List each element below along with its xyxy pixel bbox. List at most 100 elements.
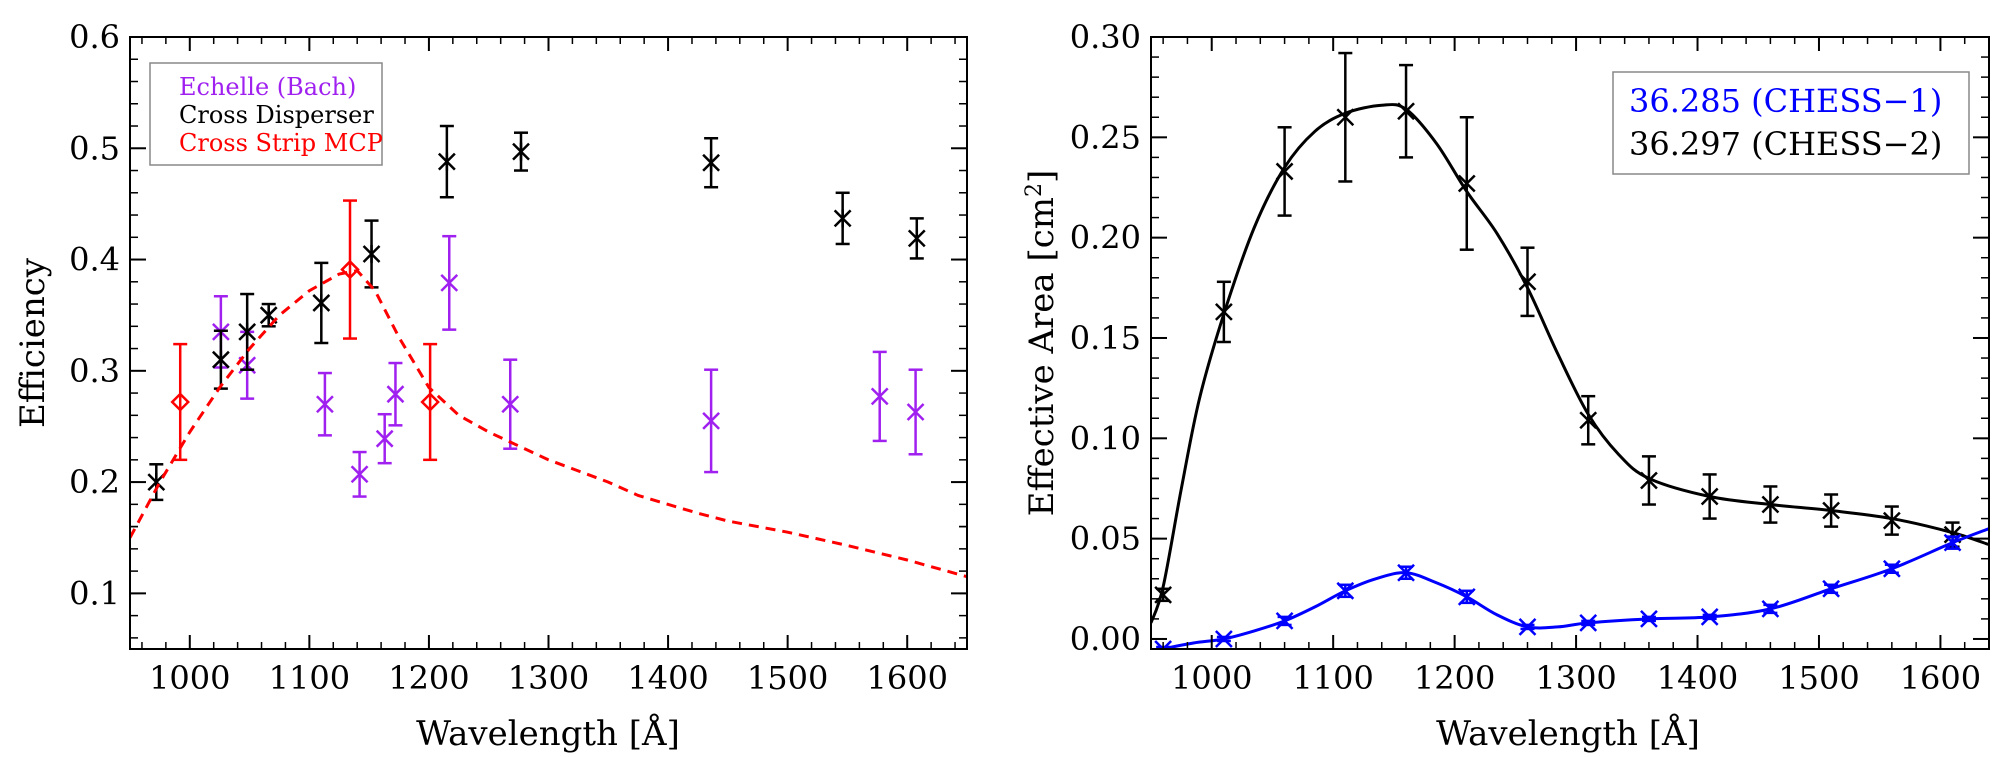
left-x-tick-label: 1500 — [747, 659, 828, 697]
right-36-285-chess-1-point — [1700, 608, 1719, 626]
right-36-297-chess-2-point — [1214, 303, 1233, 321]
right-36-297-chess-2-point — [1397, 102, 1415, 121]
left-x-tick-label: 1400 — [627, 659, 708, 697]
left-cross-strip-mcp-point — [420, 392, 440, 412]
right-y-tick-label: 0.20 — [1070, 219, 1141, 257]
left-cross-strip-mcp-error-bar — [173, 342, 188, 462]
right-36-285-chess-1-point — [1457, 587, 1476, 606]
left-cross-strip-mcp-point — [340, 259, 360, 280]
right-x-tick-label: 1300 — [1535, 659, 1616, 697]
right-36-297-chess-2-curve — [1151, 103, 1989, 624]
left-ticks: 1000 1100 1200 1300 1400 1500 1600 0.1 0.2 0.3 0.4… — [69, 18, 967, 697]
left-x-tick-label: 1000 — [149, 659, 230, 697]
right-x-tick-label: 1500 — [1778, 659, 1859, 697]
left-cross-strip-mcp-model-dashed-line — [130, 269, 967, 579]
right-36-285-chess-1-point — [1640, 610, 1658, 628]
right-x-tick-label: 1200 — [1414, 659, 1495, 697]
left-echelle-bach-point — [316, 395, 334, 414]
left-x-tick-label: 1100 — [269, 659, 350, 697]
legend-entry-echelle: Echelle (Bach) — [179, 73, 356, 101]
right-y-axis-label-sup: 2 — [1022, 183, 1047, 197]
left-cross-disperser-point — [211, 350, 230, 369]
left-echelle-bach-point — [702, 412, 721, 430]
right-ticks: 1000 1100 1200 1300 1400 1500 1600 0.00 0.05 0.10… — [1070, 18, 1990, 697]
left-cross-disperser-point — [238, 322, 257, 341]
right-x-tick-label: 1100 — [1292, 659, 1373, 697]
right-36-285-chess-1-point — [1336, 581, 1355, 600]
right-36-297-chess-2-point — [1822, 501, 1840, 520]
right-36-285-chess-1-point — [1518, 618, 1537, 636]
left-x-tick-label: 1200 — [388, 659, 469, 697]
right-panel: 1000 1100 1200 1300 1400 1500 1600 0.00 0.05 0.10… — [1022, 18, 1990, 754]
right-36-297-chess-2-point — [1700, 487, 1719, 506]
right-36-285-chess-1-curve — [1157, 527, 1989, 649]
left-echelle-bach-point — [350, 465, 369, 484]
left-legend-box — [149, 62, 383, 166]
left-y-tick-label: 0.1 — [69, 574, 120, 612]
right-y-tick-label: 0.30 — [1070, 18, 1141, 56]
left-cross-disperser-point — [312, 293, 331, 312]
right-y-axis-label-end: ] — [1022, 170, 1062, 183]
right-36-285-chess-1-point — [1154, 640, 1173, 649]
right-36-297-chess-2-point — [1336, 108, 1355, 127]
right-y-tick-label: 0.15 — [1070, 319, 1141, 357]
right-36-297-chess-2-point — [1761, 495, 1780, 514]
right-36-285-chess-1-point — [1882, 559, 1901, 578]
left-cross-disperser-point — [833, 209, 852, 228]
left-cross-strip-mcp-point — [170, 392, 190, 412]
right-36-297-chess-2-point — [1640, 471, 1658, 490]
right-x-tick-label: 1000 — [1171, 659, 1252, 697]
left-plot-marks — [130, 124, 967, 579]
right-36-285-chess-1-point — [1579, 614, 1598, 632]
left-echelle-bach-point — [906, 403, 925, 421]
left-legend: Echelle (Bach) Cross Disperser Cross Str… — [149, 62, 383, 166]
left-cross-disperser-point — [512, 142, 530, 161]
left-y-tick-label: 0.2 — [69, 463, 120, 501]
left-y-axis-label: Efficiency — [13, 257, 53, 428]
right-legend: 36.285 (CHESS−1) 36.297 (CHESS−2) — [1612, 71, 1970, 175]
right-36-297-chess-2-point — [1154, 585, 1173, 604]
right-36-297-chess-2-point — [1275, 162, 1294, 181]
right-36-297-chess-2-point — [1457, 174, 1476, 193]
left-x-axis-label: Wavelength [Å] — [416, 713, 680, 754]
left-echelle-bach-point — [870, 387, 889, 406]
left-y-tick-label: 0.6 — [69, 18, 120, 56]
left-cross-strip-mcp-error-bar — [343, 199, 358, 340]
left-y-tick-label: 0.5 — [69, 129, 120, 167]
left-echelle-bach-point — [375, 429, 394, 448]
right-y-tick-label: 0.10 — [1070, 419, 1141, 457]
right-36-285-chess-1-point — [1822, 579, 1840, 598]
legend-entry-cross-strip-mcp: Cross Strip MCP — [179, 129, 383, 157]
right-y-axis-label-main: Effective Area [cm — [1022, 197, 1062, 516]
legend-entry-chess-2: 36.297 (CHESS−2) — [1629, 125, 1942, 163]
right-y-tick-label: 0.25 — [1070, 118, 1141, 156]
left-y-tick-label: 0.3 — [69, 352, 120, 390]
legend-entry-chess-1: 36.285 (CHESS−1) — [1629, 82, 1942, 120]
right-36-285-chess-1-point — [1943, 533, 1962, 552]
left-cross-strip-mcp-error-bar — [423, 342, 438, 462]
right-y-axis-label: Effective Area [cm2] — [1022, 170, 1062, 517]
left-cross-disperser-point — [437, 152, 456, 171]
left-echelle-bach-point — [440, 274, 459, 292]
left-panel: 1000 1100 1200 1300 1400 1500 1600 0.1 0.2 0.3 0.4… — [13, 18, 968, 754]
left-x-tick-label: 1600 — [866, 659, 947, 697]
right-x-tick-label: 1600 — [1900, 659, 1981, 697]
right-plot-marks — [1151, 51, 1989, 649]
left-y-tick-label: 0.4 — [69, 241, 120, 279]
right-y-tick-label: 0.05 — [1070, 520, 1141, 558]
right-x-axis-label: Wavelength [Å] — [1436, 713, 1700, 754]
left-cross-disperser-point — [362, 244, 381, 263]
right-x-tick-label: 1400 — [1657, 659, 1738, 697]
right-y-tick-label: 0.00 — [1070, 620, 1141, 658]
left-echelle-bach-point — [386, 385, 405, 404]
right-36-285-chess-1-point — [1397, 563, 1415, 582]
right-36-285-chess-1-point — [1275, 612, 1294, 630]
right-36-297-chess-2-point — [1518, 272, 1537, 291]
right-36-285-chess-1-point — [1214, 630, 1233, 648]
right-36-297-chess-2-point — [1882, 511, 1901, 530]
left-x-tick-label: 1300 — [508, 659, 589, 697]
left-echelle-bach-point — [501, 395, 520, 414]
right-36-285-chess-1-point — [1761, 599, 1780, 618]
right-plot-frame — [1150, 36, 1990, 650]
